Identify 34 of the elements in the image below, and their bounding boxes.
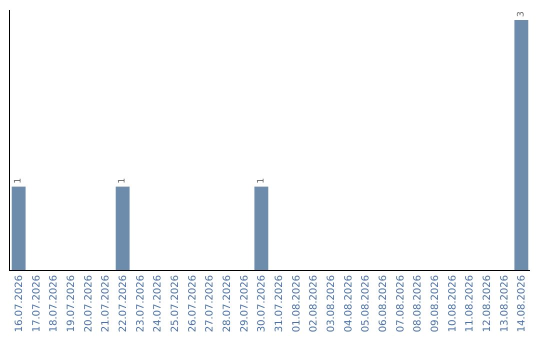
- x-tick-label: 23.07.2026: [135, 275, 146, 332]
- x-tick-label: 11.08.2026: [464, 275, 476, 332]
- x-tick-label: 27.07.2026: [204, 275, 216, 332]
- x-tick-label: 20.07.2026: [83, 275, 94, 332]
- x-tick-label: 31.07.2026: [274, 275, 285, 332]
- x-tick-label: 14.08.2026: [516, 275, 528, 332]
- x-tick-label: 13.08.2026: [499, 275, 510, 332]
- x-tick-label: 04.08.2026: [343, 275, 354, 332]
- x-tick-label: 24.07.2026: [152, 275, 164, 332]
- x-tick-label: 26.07.2026: [187, 275, 198, 332]
- x-tick-label: 05.08.2026: [360, 275, 372, 332]
- x-tick-label: 25.07.2026: [170, 275, 181, 332]
- x-tick-label: 03.08.2026: [326, 275, 337, 332]
- x-tick-label: 12.08.2026: [482, 275, 493, 332]
- x-tick-label: 18.07.2026: [48, 275, 60, 332]
- data-label: 1: [256, 178, 266, 184]
- x-tick-label: 08.08.2026: [412, 275, 424, 332]
- x-tick-label: 29.07.2026: [239, 275, 250, 332]
- x-tick-label: 30.07.2026: [256, 275, 268, 332]
- x-tick-label: 28.07.2026: [222, 275, 233, 332]
- x-tick-label: 22.07.2026: [118, 275, 129, 332]
- x-tick-label: 21.07.2026: [100, 275, 112, 332]
- x-tick-label: 17.07.2026: [31, 275, 42, 332]
- x-tick-label: 09.08.2026: [430, 275, 441, 332]
- x-tick-label: 10.08.2026: [447, 275, 458, 332]
- x-tick-label: 19.07.2026: [66, 275, 77, 332]
- x-tick-label: 16.07.2026: [14, 275, 25, 332]
- data-label: 1: [118, 178, 128, 184]
- x-tick-label: 06.08.2026: [378, 275, 389, 332]
- x-tick-label: 01.08.2026: [291, 275, 302, 332]
- data-label: 3: [516, 11, 526, 17]
- x-tick-label: 02.08.2026: [308, 275, 320, 332]
- data-label: 1: [14, 178, 24, 184]
- x-tick-label: 07.08.2026: [395, 275, 406, 332]
